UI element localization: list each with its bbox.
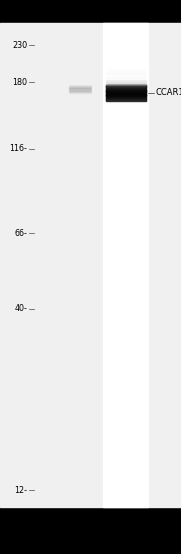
Bar <box>69 91 90 92</box>
Bar <box>69 89 90 90</box>
Bar <box>69 92 90 93</box>
Text: 180: 180 <box>12 78 27 87</box>
Bar <box>69 86 90 87</box>
Bar <box>69 85 90 86</box>
Text: 116-: 116- <box>9 144 27 153</box>
Text: 12-: 12- <box>14 486 27 495</box>
Bar <box>69 88 90 89</box>
Text: 40-: 40- <box>14 305 27 314</box>
Bar <box>0 23 181 507</box>
Bar <box>69 90 90 91</box>
Bar <box>106 75 146 76</box>
Bar <box>103 23 148 507</box>
Bar <box>106 84 146 85</box>
Bar <box>106 82 146 83</box>
Bar <box>69 93 90 94</box>
Text: 66-: 66- <box>14 229 27 238</box>
Text: CCAR1: CCAR1 <box>156 88 181 98</box>
Bar <box>69 87 90 88</box>
Bar <box>69 84 90 85</box>
Bar <box>106 73 146 74</box>
Text: 230: 230 <box>12 41 27 50</box>
